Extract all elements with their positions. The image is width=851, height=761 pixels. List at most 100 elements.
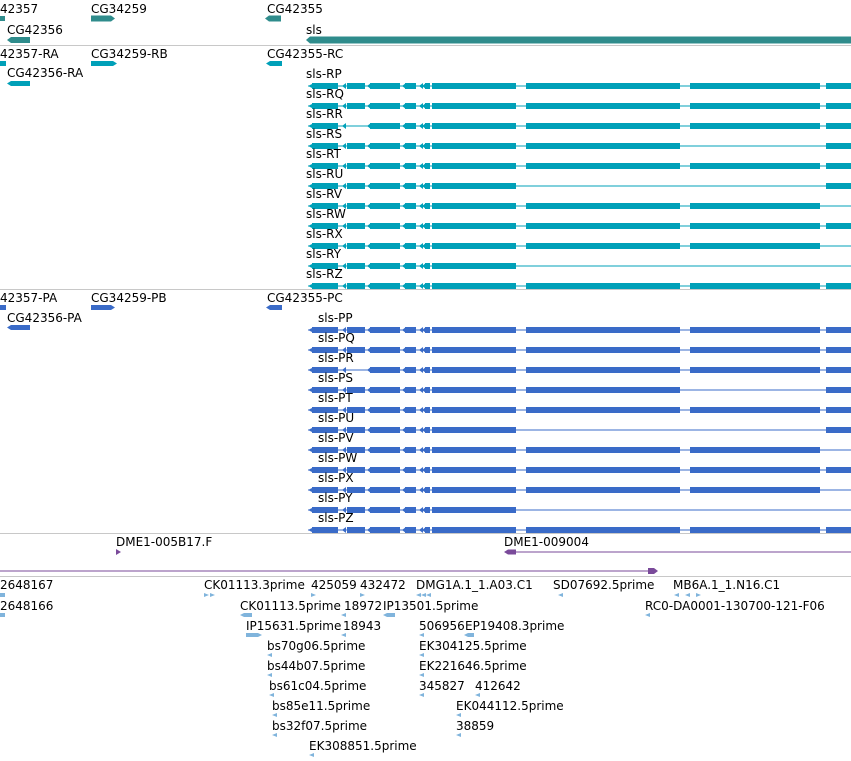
gene-glyph[interactable] [265, 15, 281, 22]
gene-label[interactable]: CG34259 [91, 2, 147, 16]
exon-block[interactable] [432, 407, 516, 413]
exon-block[interactable] [347, 163, 365, 169]
exon-block[interactable] [312, 223, 338, 229]
exon-block[interactable] [370, 467, 400, 473]
transcript-label[interactable]: sls-PU [318, 411, 355, 425]
mrna-label[interactable]: 42357-RA [0, 47, 59, 61]
transcript-label[interactable]: sls-RV [306, 187, 343, 201]
cdna-label[interactable]: DME1-005B17.F [116, 535, 213, 549]
transcript-glyph[interactable] [0, 405, 851, 415]
exon-block[interactable] [312, 347, 338, 353]
exon-block[interactable] [425, 123, 430, 129]
mrna-label[interactable]: CG42355-RC [267, 47, 344, 61]
est-glyph[interactable] [674, 593, 701, 597]
est-label[interactable]: bs44b07.5prime [267, 659, 366, 673]
est-glyph[interactable] [475, 693, 480, 697]
exon-block[interactable] [405, 163, 416, 169]
est-glyph[interactable] [309, 753, 314, 757]
transcript-label[interactable]: sls-RX [306, 227, 343, 241]
exon-block[interactable] [370, 407, 400, 413]
exon-block[interactable] [432, 183, 516, 189]
exon-block[interactable] [405, 347, 416, 353]
exon-block[interactable] [312, 283, 338, 289]
transcript-label[interactable]: sls-RT [306, 147, 341, 161]
exon-block[interactable] [826, 143, 851, 149]
est-glyph[interactable] [419, 633, 424, 637]
transcript-glyph[interactable] [0, 525, 851, 535]
exon-block[interactable] [425, 327, 430, 333]
exon-block[interactable] [432, 203, 516, 209]
exon-block[interactable] [526, 467, 680, 473]
gene-glyph[interactable] [7, 37, 30, 43]
transcript-label[interactable]: sls-PT [318, 391, 353, 405]
exon-block[interactable] [826, 83, 851, 89]
exon-block[interactable] [690, 203, 820, 209]
exon-block[interactable] [526, 143, 680, 149]
mrna-glyph[interactable] [0, 61, 6, 66]
exon-block[interactable] [526, 103, 680, 109]
exon-block[interactable] [370, 83, 400, 89]
mrna-label[interactable]: CG34259-RB [91, 47, 168, 61]
est-label[interactable]: 18972 [344, 599, 383, 613]
est-glyph[interactable] [419, 653, 424, 657]
transcript-label[interactable]: sls-PS [318, 371, 354, 385]
exon-block[interactable] [405, 327, 416, 333]
gene-label[interactable]: CG42356 [7, 23, 63, 37]
transcript-glyph[interactable] [0, 201, 851, 211]
transcript-label[interactable]: sls-RS [306, 127, 343, 141]
exon-block[interactable] [425, 83, 430, 89]
exon-block[interactable] [370, 283, 400, 289]
exon-block[interactable] [526, 347, 680, 353]
exon-block[interactable] [347, 143, 365, 149]
transcript-label[interactable]: sls-RP [306, 67, 342, 81]
est-glyph[interactable] [240, 613, 252, 617]
est-glyph[interactable] [204, 593, 215, 597]
exon-block[interactable] [690, 123, 820, 129]
mrna-label[interactable]: CG42356-RA [7, 66, 84, 80]
transcript-label[interactable]: sls-RR [306, 107, 343, 121]
exon-block[interactable] [370, 487, 400, 493]
transcript-glyph[interactable] [0, 505, 851, 515]
exon-block[interactable] [370, 203, 400, 209]
est-glyph[interactable] [246, 633, 262, 637]
est-label[interactable]: EP19408.3prime [465, 619, 565, 633]
exon-block[interactable] [370, 347, 400, 353]
est-glyph[interactable] [311, 593, 316, 597]
exon-block[interactable] [405, 243, 416, 249]
est-glyph[interactable] [267, 653, 272, 657]
exon-block[interactable] [312, 387, 338, 393]
mrna-glyph[interactable] [266, 61, 282, 66]
exon-block[interactable] [432, 367, 516, 373]
gene-label-sls[interactable]: sls [306, 23, 322, 37]
exon-block[interactable] [826, 527, 851, 533]
exon-block[interactable] [347, 487, 365, 493]
exon-block[interactable] [432, 243, 516, 249]
exon-block[interactable] [526, 387, 680, 393]
est-glyph[interactable] [464, 633, 474, 637]
exon-block[interactable] [405, 283, 416, 289]
est-glyph[interactable] [383, 613, 395, 617]
exon-block[interactable] [690, 347, 820, 353]
exon-block[interactable] [405, 103, 416, 109]
exon-block[interactable] [826, 427, 851, 433]
est-label[interactable]: EK308851.5prime [309, 739, 417, 753]
exon-block[interactable] [690, 283, 820, 289]
exon-block[interactable] [312, 467, 338, 473]
est-glyph[interactable] [272, 733, 277, 737]
exon-block[interactable] [826, 387, 851, 393]
gene-glyph[interactable] [91, 15, 115, 22]
exon-block[interactable] [405, 203, 416, 209]
exon-block[interactable] [425, 527, 430, 533]
transcript-glyph[interactable] [0, 221, 851, 231]
est-label[interactable]: 2648166 [0, 599, 54, 613]
transcript-label[interactable]: sls-PQ [318, 331, 355, 345]
exon-block[interactable] [432, 347, 516, 353]
exon-block[interactable] [526, 487, 680, 493]
exon-block[interactable] [347, 387, 365, 393]
cds-glyph[interactable] [266, 305, 282, 310]
exon-block[interactable] [312, 243, 338, 249]
transcript-glyph[interactable] [0, 181, 851, 191]
exon-block[interactable] [425, 447, 430, 453]
exon-block[interactable] [432, 143, 516, 149]
exon-block[interactable] [405, 387, 416, 393]
